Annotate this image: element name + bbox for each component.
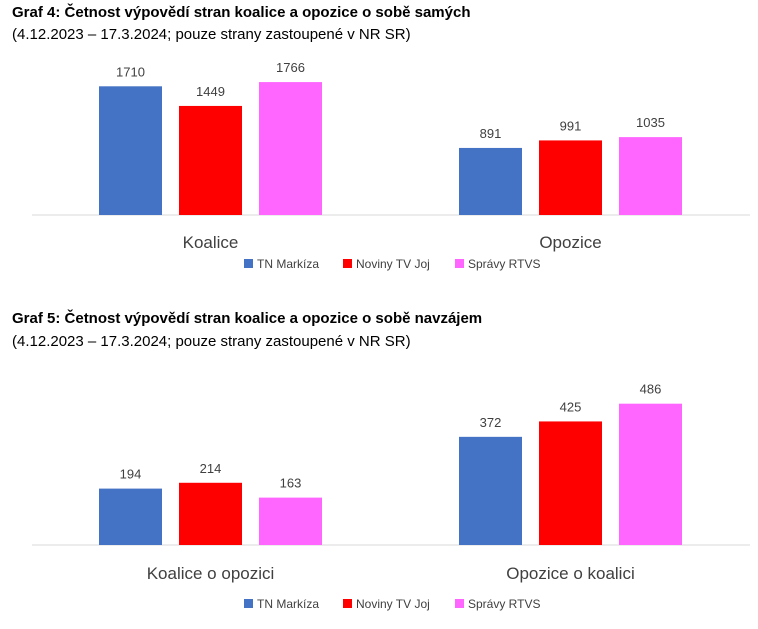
bar-opozice-o-koalici-3 bbox=[619, 403, 682, 545]
data-label: 425 bbox=[560, 399, 582, 414]
category-label: Opozice o koalici bbox=[506, 564, 635, 583]
data-label: 991 bbox=[560, 118, 582, 133]
chart5-subtitle: (4.12.2023 – 17.3.2024; pouze strany zas… bbox=[12, 333, 411, 350]
legend-label: TN Markíza bbox=[257, 257, 319, 271]
bar-koalice-o-opozici-1 bbox=[99, 488, 162, 545]
data-label: 891 bbox=[480, 126, 502, 141]
chart4-plot: 1710 1449 1766 Koalice 891 991 1035 Opozice TN M… bbox=[32, 60, 750, 271]
bar-opozice-3 bbox=[619, 137, 682, 215]
legend-label: Noviny TV Joj bbox=[356, 257, 430, 271]
legend-label: TN Markíza bbox=[257, 597, 319, 611]
data-label: 1035 bbox=[636, 115, 665, 130]
bar-opozice-1 bbox=[459, 147, 522, 215]
data-label: 163 bbox=[280, 476, 302, 491]
legend-swatch bbox=[244, 599, 253, 608]
data-label: 1766 bbox=[276, 60, 305, 75]
legend-label: Noviny TV Joj bbox=[356, 597, 430, 611]
chart5-title: Graf 5: Četnost výpovědí stran koalice a… bbox=[12, 310, 483, 327]
legend-swatch bbox=[455, 259, 464, 268]
category-label: Koalice o opozici bbox=[147, 564, 275, 583]
legend-swatch bbox=[455, 599, 464, 608]
data-label: 194 bbox=[120, 467, 142, 482]
data-label: 372 bbox=[480, 415, 502, 430]
data-label: 486 bbox=[640, 382, 662, 397]
bar-opozice-o-koalici-1 bbox=[459, 436, 522, 545]
data-label: 214 bbox=[200, 461, 222, 476]
chart4-title: Graf 4: Četnost výpovědí stran koalice a… bbox=[12, 4, 471, 21]
data-label: 1710 bbox=[116, 64, 145, 79]
legend-swatch bbox=[343, 599, 352, 608]
bar-koalice-o-opozici-3 bbox=[259, 497, 322, 545]
bar-koalice-1 bbox=[99, 86, 162, 215]
bar-koalice-3 bbox=[259, 82, 322, 215]
category-label: Koalice bbox=[183, 233, 239, 252]
legend-label: Správy RTVS bbox=[468, 257, 540, 271]
data-label: 1449 bbox=[196, 84, 225, 99]
category-label: Opozice bbox=[539, 233, 601, 252]
bar-opozice-2 bbox=[539, 140, 602, 215]
legend-label: Správy RTVS bbox=[468, 597, 540, 611]
legend-swatch bbox=[343, 259, 352, 268]
bar-koalice-o-opozici-2 bbox=[179, 482, 242, 545]
chart5-plot: 194 214 163 Koalice o opozici 372 425 486 Opozi… bbox=[32, 382, 750, 611]
chart4-subtitle: (4.12.2023 – 17.3.2024; pouze strany zas… bbox=[12, 26, 411, 43]
legend-swatch bbox=[244, 259, 253, 268]
bar-opozice-o-koalici-2 bbox=[539, 421, 602, 545]
bar-koalice-2 bbox=[179, 105, 242, 215]
